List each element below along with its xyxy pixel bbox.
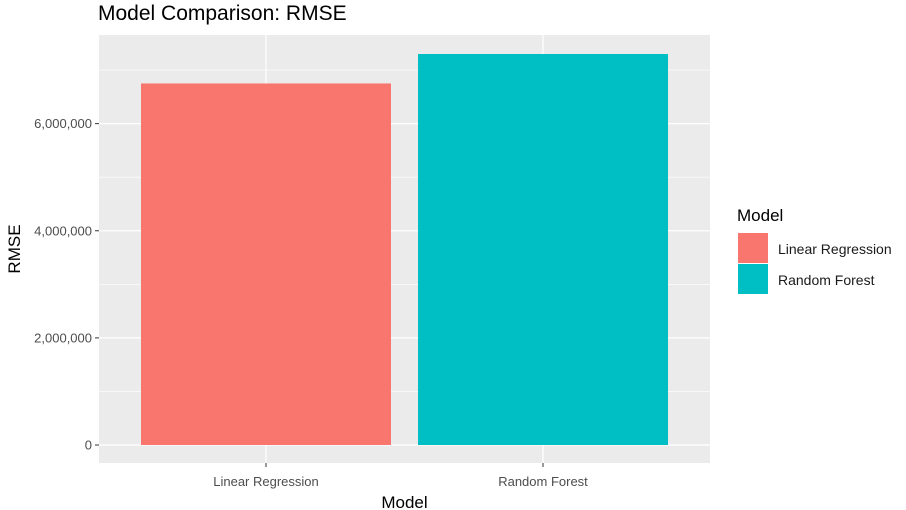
y-tick-label: 4,000,000 — [34, 223, 92, 238]
bar-random-forest — [418, 54, 668, 445]
legend-key-random-forest — [738, 264, 768, 294]
legend-title: Model — [737, 206, 784, 225]
legend-key-linear-regression — [738, 233, 768, 263]
y-axis-title: RMSE — [5, 224, 24, 273]
y-tick-label: 2,000,000 — [34, 330, 92, 345]
x-tick-label: Linear Regression — [213, 474, 319, 489]
chart-title: Model Comparison: RMSE — [98, 2, 347, 25]
legend-label-linear-regression: Linear Regression — [778, 241, 892, 257]
y-tick-label: 6,000,000 — [34, 116, 92, 131]
bar-linear-regression — [141, 83, 391, 446]
legend-label-random-forest: Random Forest — [778, 272, 875, 288]
y-tick-label: 0 — [85, 438, 92, 453]
x-tick-label: Random Forest — [498, 474, 588, 489]
x-axis-title: Model — [381, 493, 427, 510]
